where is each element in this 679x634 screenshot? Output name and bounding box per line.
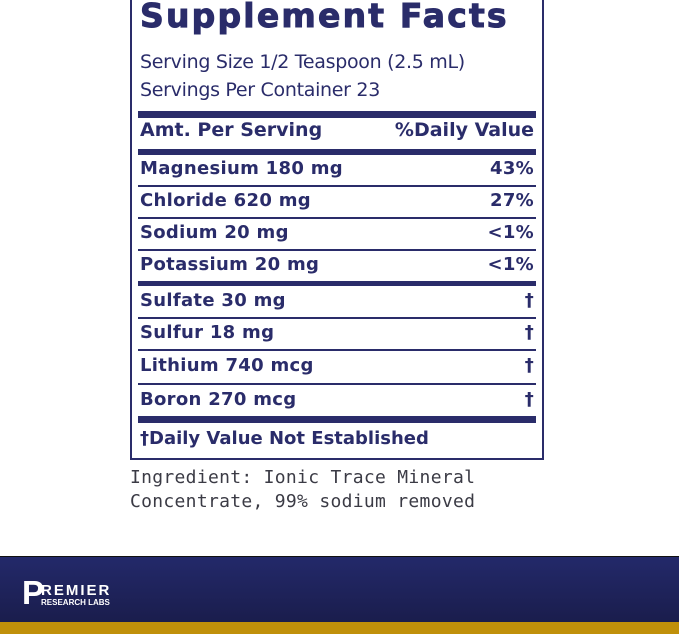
daily-value: 27% (490, 190, 534, 211)
divider (138, 349, 536, 351)
table-row: Boron 270 mcg † (140, 389, 534, 410)
daily-value: <1% (487, 254, 534, 275)
footnote: †Daily Value Not Established (140, 428, 429, 449)
daily-value: † (524, 355, 534, 376)
panel-title: Supplement Facts (140, 0, 509, 36)
divider (138, 217, 536, 219)
table-row: Sulfur 18 mg † (140, 322, 534, 343)
table-row: Magnesium 180 mg 43% (140, 158, 534, 179)
daily-value: † (524, 290, 534, 311)
daily-value: 43% (490, 158, 534, 179)
nutrient: Sulfate 30 mg (140, 290, 286, 311)
table-row: Potassium 20 mg <1% (140, 254, 534, 275)
amount-header: Amt. Per Serving (140, 119, 323, 141)
dv-header: %Daily Value (394, 119, 534, 141)
logo-name: REMIER (41, 582, 112, 599)
table-row: Chloride 620 mg 27% (140, 190, 534, 211)
ingredients: Ingredient: Ionic Trace Mineral Concentr… (130, 466, 475, 514)
nutrient: Sulfur 18 mg (140, 322, 275, 343)
nutrient: Magnesium 180 mg (140, 158, 343, 179)
gold-stripe (0, 622, 679, 634)
daily-value: <1% (487, 222, 534, 243)
servings-per-container: Servings Per Container 23 (140, 79, 381, 101)
divider (138, 317, 536, 319)
nutrient: Sodium 20 mg (140, 222, 289, 243)
ingredients-line: Ingredient: Ionic Trace Mineral (130, 467, 476, 488)
table-row: Sodium 20 mg <1% (140, 222, 534, 243)
nutrient: Lithium 740 mcg (140, 355, 314, 376)
nutrient: Potassium 20 mg (140, 254, 320, 275)
divider (138, 149, 536, 155)
daily-value: † (524, 389, 534, 410)
table-row: Lithium 740 mcg † (140, 355, 534, 376)
brand-banner (0, 556, 679, 623)
table-header: Amt. Per Serving %Daily Value (140, 119, 534, 141)
nutrient: Boron 270 mcg (140, 389, 297, 410)
divider (138, 185, 536, 187)
divider (138, 383, 536, 385)
divider (138, 416, 536, 423)
logo-subtitle: RESEARCH LABS (41, 598, 110, 607)
table-row: Sulfate 30 mg † (140, 290, 534, 311)
nutrient: Chloride 620 mg (140, 190, 311, 211)
logo-letter: P (22, 574, 45, 611)
serving-size: Serving Size 1/2 Teaspoon (2.5 mL) (140, 51, 465, 73)
divider (138, 281, 536, 286)
daily-value: † (524, 322, 534, 343)
divider (138, 111, 536, 118)
divider (138, 249, 536, 251)
supplement-facts-panel: Supplement Facts Serving Size 1/2 Teaspo… (130, 0, 544, 460)
ingredients-line: Concentrate, 99% sodium removed (130, 491, 476, 512)
